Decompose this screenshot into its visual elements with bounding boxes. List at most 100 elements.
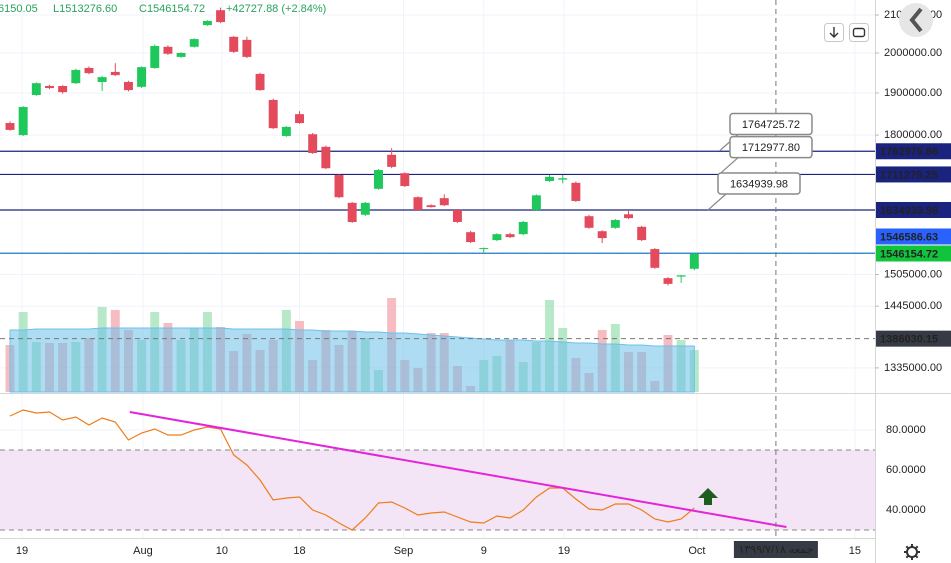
candle-body: [268, 99, 278, 129]
volume-layer: [5, 298, 699, 393]
candle-body: [334, 175, 344, 198]
candle-body: [58, 86, 68, 93]
line-price-label-box: [876, 166, 951, 183]
axis-layer: 19Aug1018Sep919Oct152100000.002000000.00…: [16, 9, 951, 557]
candle-body: [84, 67, 94, 74]
candle-body: [123, 81, 133, 91]
callout-box: [717, 172, 801, 195]
candle-body: [202, 20, 212, 26]
legend-open: 6150.05: [0, 3, 38, 15]
line-price-label-box: [876, 228, 951, 245]
candle-body: [492, 234, 502, 241]
candle-body: [466, 232, 476, 243]
crosshair-date-box: [733, 541, 818, 558]
candle-body: [347, 202, 357, 222]
last-price-label-box: [876, 245, 951, 262]
candle-body: [360, 202, 370, 215]
candle-body: [5, 123, 15, 130]
candle-body: [531, 195, 541, 210]
up-arrow-icon: [698, 488, 718, 505]
x-tick-label: 15: [849, 545, 861, 557]
line-price-label: 1762975.86: [880, 146, 938, 158]
volume-ma-area: [9, 327, 695, 393]
candle-body: [374, 170, 383, 189]
candle-body: [518, 221, 528, 235]
candle-body: [308, 134, 318, 154]
callout-leader: [707, 193, 727, 211]
candle-body: [321, 146, 331, 169]
y-tick-label: 1335000.00: [884, 362, 942, 374]
download-button[interactable]: [824, 23, 844, 42]
candle-body: [584, 216, 594, 228]
candle-body: [31, 83, 41, 96]
last-price-label: 1546154.72: [880, 248, 938, 260]
candle-body: [45, 86, 54, 89]
candle-body: [295, 114, 304, 124]
candle-body: [97, 77, 107, 82]
candle-body: [597, 231, 607, 239]
rsi-band: [0, 450, 875, 530]
candle-body: [452, 209, 462, 222]
candle-body: [216, 10, 226, 23]
crosshair-price-label-box: [876, 330, 951, 347]
candle-body: [281, 126, 291, 136]
candle-body: [189, 39, 199, 47]
line-price-label: 1711279.25: [880, 169, 938, 181]
candle-body: [71, 69, 81, 84]
rsi-tick-label: 40.0000: [886, 504, 926, 516]
rsi-band-layer: [0, 449, 875, 531]
overlay-layer: جمعه ۱۳۹۹/۷/۱۸ 1764725.72 1712977.80 163493…: [0, 0, 875, 558]
candle-body: [479, 248, 489, 250]
x-tick-label: 18: [293, 545, 305, 557]
candle-body: [137, 67, 147, 87]
x-tick-label: Sep: [394, 545, 414, 557]
legend-low: L1513276.60: [53, 3, 117, 15]
y-tick-label: 1900000.00: [884, 87, 942, 99]
fullscreen-button[interactable]: [849, 23, 869, 42]
ohlc-legend: 6150.05 L1513276.60 C1546154.72 +42727.8…: [0, 3, 326, 15]
x-tick-label: 19: [16, 545, 28, 557]
y-tick-label: 1445000.00: [884, 300, 942, 312]
candle-body: [610, 220, 620, 228]
candle-body: [558, 178, 568, 180]
candle-body: [439, 198, 449, 206]
candle-body: [229, 36, 239, 52]
rsi-trendline: [129, 411, 787, 528]
candle-body: [689, 253, 699, 269]
candle-body: [150, 46, 160, 68]
candle-body: [676, 275, 686, 277]
candle-body: [176, 52, 186, 57]
callout-leader: [719, 157, 739, 175]
candle-body: [387, 154, 397, 167]
line-price-label: 1634939.98: [880, 205, 938, 217]
settings-button[interactable]: [904, 544, 920, 560]
y-tick-label: 2000000.00: [884, 47, 942, 59]
candle-body: [571, 182, 581, 201]
candle-body: [505, 234, 515, 238]
crosshair-price-label: 1386030.15: [880, 334, 938, 346]
callout-label: 1634939.98: [730, 178, 788, 190]
x-tick-label: Aug: [133, 545, 153, 557]
x-tick-label: Oct: [688, 545, 705, 557]
candle-body: [163, 46, 173, 54]
candle-body: [663, 278, 673, 284]
callout-label: 1764725.72: [742, 119, 800, 131]
candle-body: [242, 39, 252, 57]
back-button[interactable]: [899, 3, 933, 37]
y-tick-label: 1505000.00: [884, 268, 942, 280]
legend-close: C1546154.72: [139, 3, 205, 15]
y-tick-label: 1800000.00: [884, 129, 942, 141]
rsi-line: [9, 409, 695, 531]
rsi-tick-label: 80.0000: [886, 424, 926, 436]
candle-body: [426, 205, 436, 208]
candle-body: [255, 73, 265, 91]
callout-box: [729, 112, 813, 136]
candle-body: [18, 107, 28, 136]
candle-body: [413, 197, 423, 210]
x-tick-label: 10: [216, 545, 228, 557]
line-price-label-box: [876, 143, 951, 160]
candle-body: [110, 71, 120, 76]
candle-body: [545, 176, 555, 181]
